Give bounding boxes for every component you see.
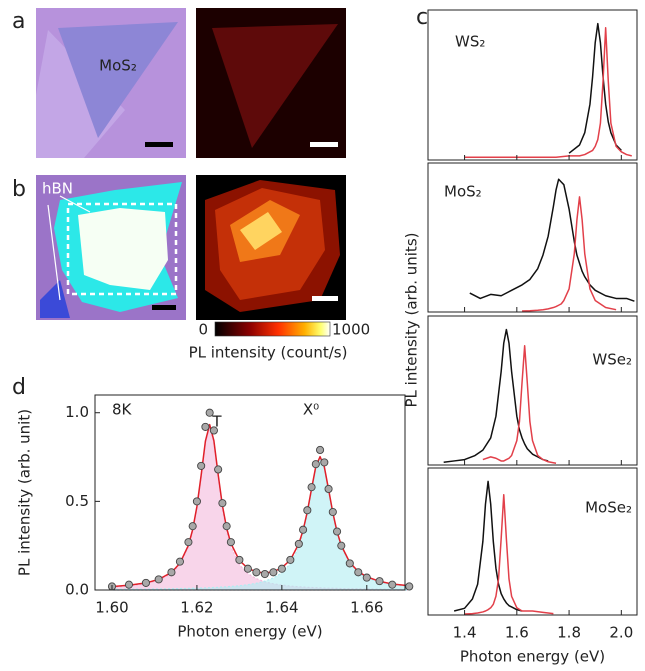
y-tick-label: 0.0 <box>65 581 89 599</box>
optical-image-b <box>36 175 186 320</box>
sample-label: WS₂ <box>455 33 485 51</box>
x-tick-label: 2.0 <box>609 624 633 642</box>
data-point <box>333 527 342 536</box>
data-point <box>362 573 371 582</box>
colorbar-tick-label: 1000 <box>332 321 370 339</box>
axes-frame <box>427 9 638 161</box>
data-point <box>354 568 363 577</box>
data-point <box>337 541 346 550</box>
x-tick-label: 1.6 <box>505 624 529 642</box>
data-point <box>218 499 227 508</box>
data-point <box>175 557 184 566</box>
data-point <box>167 568 176 577</box>
data-point <box>320 458 329 467</box>
plot-area <box>107 408 414 591</box>
y-axis-label: PL intensity (arb. unit) <box>16 409 34 576</box>
x-axis-label: Photon energy (eV) <box>460 648 605 666</box>
x-tick-label: 1.8 <box>557 624 581 642</box>
data-point <box>277 564 286 573</box>
axes-frame <box>427 315 638 466</box>
spectrum-line <box>443 328 549 464</box>
x-axis-label: Photon energy (eV) <box>177 623 322 641</box>
spectrum-line <box>522 196 617 312</box>
data-point <box>188 522 197 531</box>
panel-label: b <box>12 177 26 202</box>
peak-component <box>111 424 410 591</box>
spectrum-line <box>453 480 523 612</box>
data-point <box>226 538 235 547</box>
axes-frame <box>427 467 638 616</box>
colorbar-tick-label: 0 <box>198 321 208 339</box>
x-tick-label: 1.64 <box>265 599 298 617</box>
colorbar-label: PL intensity (count/s) <box>189 344 348 362</box>
data-point <box>243 564 252 573</box>
peak-component <box>111 457 410 591</box>
spectrum-line <box>464 493 554 615</box>
optical-image-a <box>36 8 186 158</box>
annotation: T <box>211 413 222 431</box>
spectrum-line <box>568 22 622 154</box>
axes-frame <box>427 162 638 313</box>
x-tick-label: 1.60 <box>95 599 128 617</box>
y-tick-label: 1.0 <box>65 403 89 421</box>
data-point <box>328 507 337 517</box>
y-tick-label: 0.5 <box>65 492 89 510</box>
y-axis-label: PL intensity (arb. units) <box>403 233 421 408</box>
data-point <box>252 568 261 577</box>
data-point <box>375 577 384 586</box>
pl-map-a <box>196 8 346 158</box>
sample-label: WSe₂ <box>592 351 632 369</box>
data-point <box>197 461 206 470</box>
data-point <box>209 426 218 435</box>
sample-label: MoS₂ <box>444 183 482 201</box>
data-point <box>303 506 312 515</box>
data-point <box>222 522 231 531</box>
spectrum-line <box>464 26 632 159</box>
sample-label: MoS₂ <box>99 57 137 75</box>
plot-area <box>469 178 635 312</box>
annotation: 8K <box>112 401 133 419</box>
data-point <box>324 484 333 494</box>
colorbar <box>214 321 331 337</box>
data-point <box>345 559 354 568</box>
data-point <box>294 539 303 548</box>
annotation: X⁰ <box>303 401 319 419</box>
data-point <box>235 555 244 564</box>
plot-area <box>443 328 557 464</box>
data-point <box>299 525 308 534</box>
data-point <box>405 582 414 591</box>
plot-area <box>464 22 632 159</box>
hbn-label: hBN <box>42 180 73 198</box>
data-point <box>286 555 295 564</box>
data-point <box>205 408 214 417</box>
x-tick-label: 1.62 <box>180 599 213 617</box>
data-point <box>269 568 278 577</box>
data-point <box>214 465 223 474</box>
panel-label: c <box>416 5 428 30</box>
data-point <box>316 445 325 455</box>
panel-label: d <box>12 375 26 400</box>
data-point <box>124 580 134 589</box>
data-point <box>154 575 163 584</box>
data-point <box>260 569 269 579</box>
data-point <box>192 497 201 506</box>
spectrum-line <box>482 345 557 464</box>
x-tick-label: 1.66 <box>350 599 383 617</box>
x-tick-label: 1.4 <box>453 624 477 642</box>
sample-label: MoSe₂ <box>585 499 632 517</box>
plot-area <box>453 480 554 615</box>
spectrum-line <box>469 178 635 302</box>
data-point <box>184 538 193 547</box>
data-point <box>307 483 316 492</box>
data-point <box>201 422 210 431</box>
data-point <box>388 580 397 589</box>
data-point <box>311 460 320 469</box>
pl-map-b <box>196 175 346 320</box>
spectrum-line <box>111 423 410 588</box>
data-point <box>141 578 151 587</box>
panel-label: a <box>12 9 25 34</box>
axes-frame <box>94 394 406 591</box>
